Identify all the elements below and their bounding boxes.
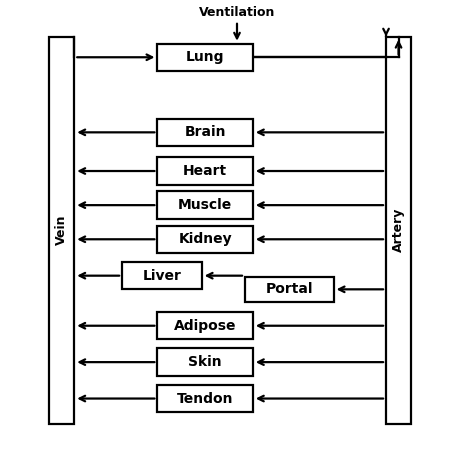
Text: Liver: Liver — [143, 269, 182, 283]
FancyBboxPatch shape — [157, 191, 253, 219]
Bar — [49, 37, 74, 424]
Text: Ventilation: Ventilation — [199, 7, 275, 19]
Text: Tendon: Tendon — [177, 392, 233, 406]
Text: Muscle: Muscle — [178, 198, 232, 212]
FancyBboxPatch shape — [157, 118, 253, 146]
FancyBboxPatch shape — [157, 226, 253, 253]
Bar — [386, 37, 411, 424]
Text: Skin: Skin — [188, 355, 222, 369]
Text: Vein: Vein — [55, 215, 68, 246]
Text: Artery: Artery — [392, 208, 405, 252]
FancyBboxPatch shape — [157, 312, 253, 339]
Text: Lung: Lung — [186, 50, 224, 64]
Text: Kidney: Kidney — [178, 232, 232, 246]
FancyBboxPatch shape — [157, 348, 253, 376]
FancyBboxPatch shape — [157, 44, 253, 71]
Text: Adipose: Adipose — [174, 319, 237, 333]
FancyBboxPatch shape — [157, 385, 253, 412]
FancyBboxPatch shape — [245, 277, 334, 302]
Text: Portal: Portal — [265, 283, 313, 296]
FancyBboxPatch shape — [157, 157, 253, 185]
FancyBboxPatch shape — [122, 262, 202, 289]
Text: Brain: Brain — [184, 125, 226, 139]
Text: Heart: Heart — [183, 164, 227, 178]
